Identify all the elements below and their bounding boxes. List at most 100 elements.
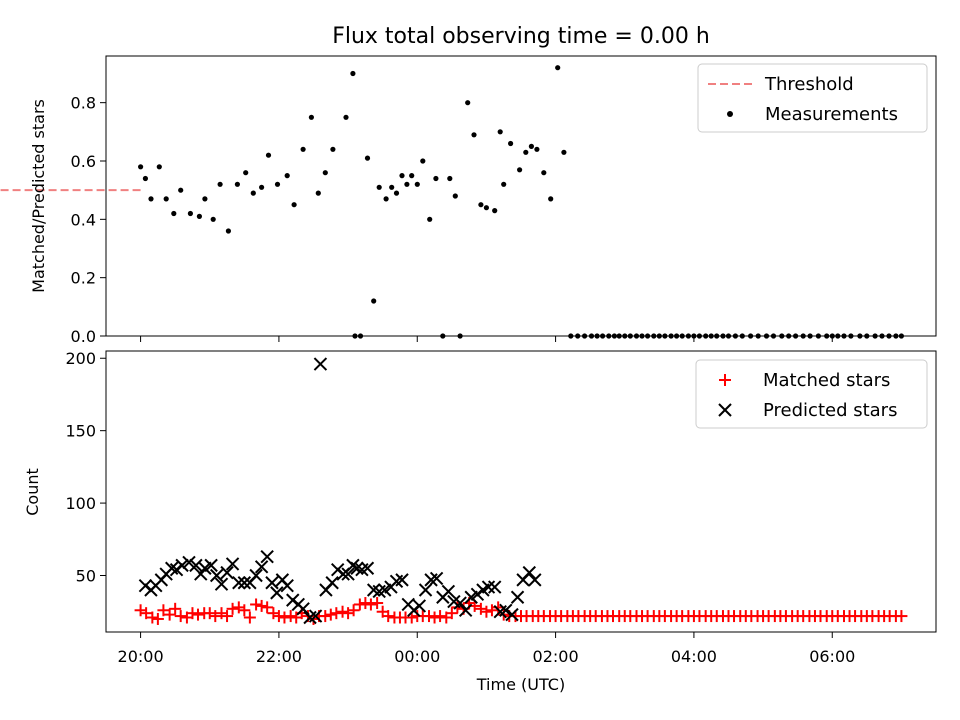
matched-star-point [232,601,245,614]
measurement-point [308,114,314,120]
bottom-y-ticks: 50 100 150 200 [65,349,106,586]
predicted-star-point [458,603,473,617]
measurement-point [291,202,297,208]
measurement-point [508,140,514,147]
matched-star-point [278,611,291,624]
predicted-star-point [280,578,294,593]
predicted-star-point [204,558,218,573]
measurement-point [501,181,507,187]
matched-star-point [146,611,159,624]
measurement-point [471,132,477,138]
measurement-point [409,173,415,179]
predicted-star-point [528,573,542,587]
measurement-point [465,100,471,106]
measurement-point [414,181,420,187]
predicted-star-point [350,561,364,575]
measurement-point [523,149,529,155]
x-tick-label: 00:00 [394,647,440,666]
predicted-star-point [220,565,234,580]
matched-star-point [474,602,487,615]
predicted-star-point [308,609,323,623]
matched-star-point [364,598,377,611]
matched-star-point [480,605,493,618]
matched-star-point [134,604,147,617]
matched-star-point [209,610,222,623]
matched-star-point [336,605,349,618]
matched-star-point [221,610,234,623]
legend-matched-label: Matched stars [763,370,890,391]
measurement-point [178,187,184,193]
top-y-ticks: 0.0 0.2 0.4 0.6 0.8 [71,94,106,346]
measurement-point [541,170,547,176]
measurement-point [528,143,535,149]
matched-star-point [238,604,251,617]
measurement-point [447,175,453,182]
matched-star-point [255,599,268,612]
measurement-point [196,213,202,219]
measurement-point [210,216,216,222]
matched-star-point [319,610,332,623]
y-tick-label: 0.4 [71,210,96,229]
predicted-star-point [237,576,252,590]
measurement-point [383,196,389,202]
measurement-point [420,158,426,164]
matched-star-point [243,611,256,624]
matched-star-point [353,598,366,611]
matched-star-point [169,602,182,615]
measurement-point [404,181,410,187]
measurement-point [148,196,154,202]
bottom-marks [134,357,908,625]
predicted-star-point [194,567,208,581]
x-tick-label: 06:00 [809,647,855,666]
legend-predicted-label: Predicted stars [763,400,897,421]
measurement-point [399,173,405,179]
y-tick-label: 0.6 [71,152,96,171]
matched-star-point [250,598,263,611]
measurement-point [427,216,433,222]
y-tick-label: 0.2 [71,269,96,288]
legend-measurements-label: Measurements [765,104,898,125]
bottom-legend: Matched stars Predicted stars [695,359,928,429]
predicted-star-point [395,573,409,587]
matched-star-point [445,607,458,620]
top-y-axis-label: Matched/Predicted stars [29,99,48,293]
matched-star-point [226,602,239,615]
predicted-star-point [232,576,246,590]
predicted-star-point [522,565,537,580]
matched-star-point [267,607,280,620]
measurement-point [555,65,561,71]
predicted-star-point [441,584,456,599]
x-tick-label: 20:00 [118,647,164,666]
predicted-star-point [214,577,229,591]
measurement-point [330,146,336,152]
matched-star-point [261,601,274,614]
measurement-point [393,190,400,196]
measurement-point [433,175,439,182]
predicted-star-point [481,580,496,594]
measurement-point [300,146,306,152]
matched-star-point [428,611,441,624]
predicted-star-point [429,571,444,586]
matched-star-point [330,607,343,620]
predicted-star-point [412,599,427,613]
predicted-star-point [225,557,240,571]
predicted-star-point [175,558,189,573]
top-legend-frame [697,63,928,133]
predicted-star-point [165,561,179,575]
y-tick-label: 0.8 [71,94,96,113]
predicted-star-point [265,576,279,590]
matched-star-point [359,597,372,610]
measurement-point [492,208,498,214]
measurement-point [483,205,489,211]
legend-threshold-label: Threshold [764,74,854,95]
x-tick-label: 02:00 [533,647,579,666]
predicted-star-point [325,576,339,590]
matched-star-point [151,612,164,625]
measurement-point [364,155,371,161]
measurement-point [371,298,377,304]
predicted-star-point [189,558,203,573]
measurement-point [497,129,503,135]
predicted-star-point [488,580,502,594]
measurement-point [163,196,169,202]
matched-star-point [342,607,355,620]
